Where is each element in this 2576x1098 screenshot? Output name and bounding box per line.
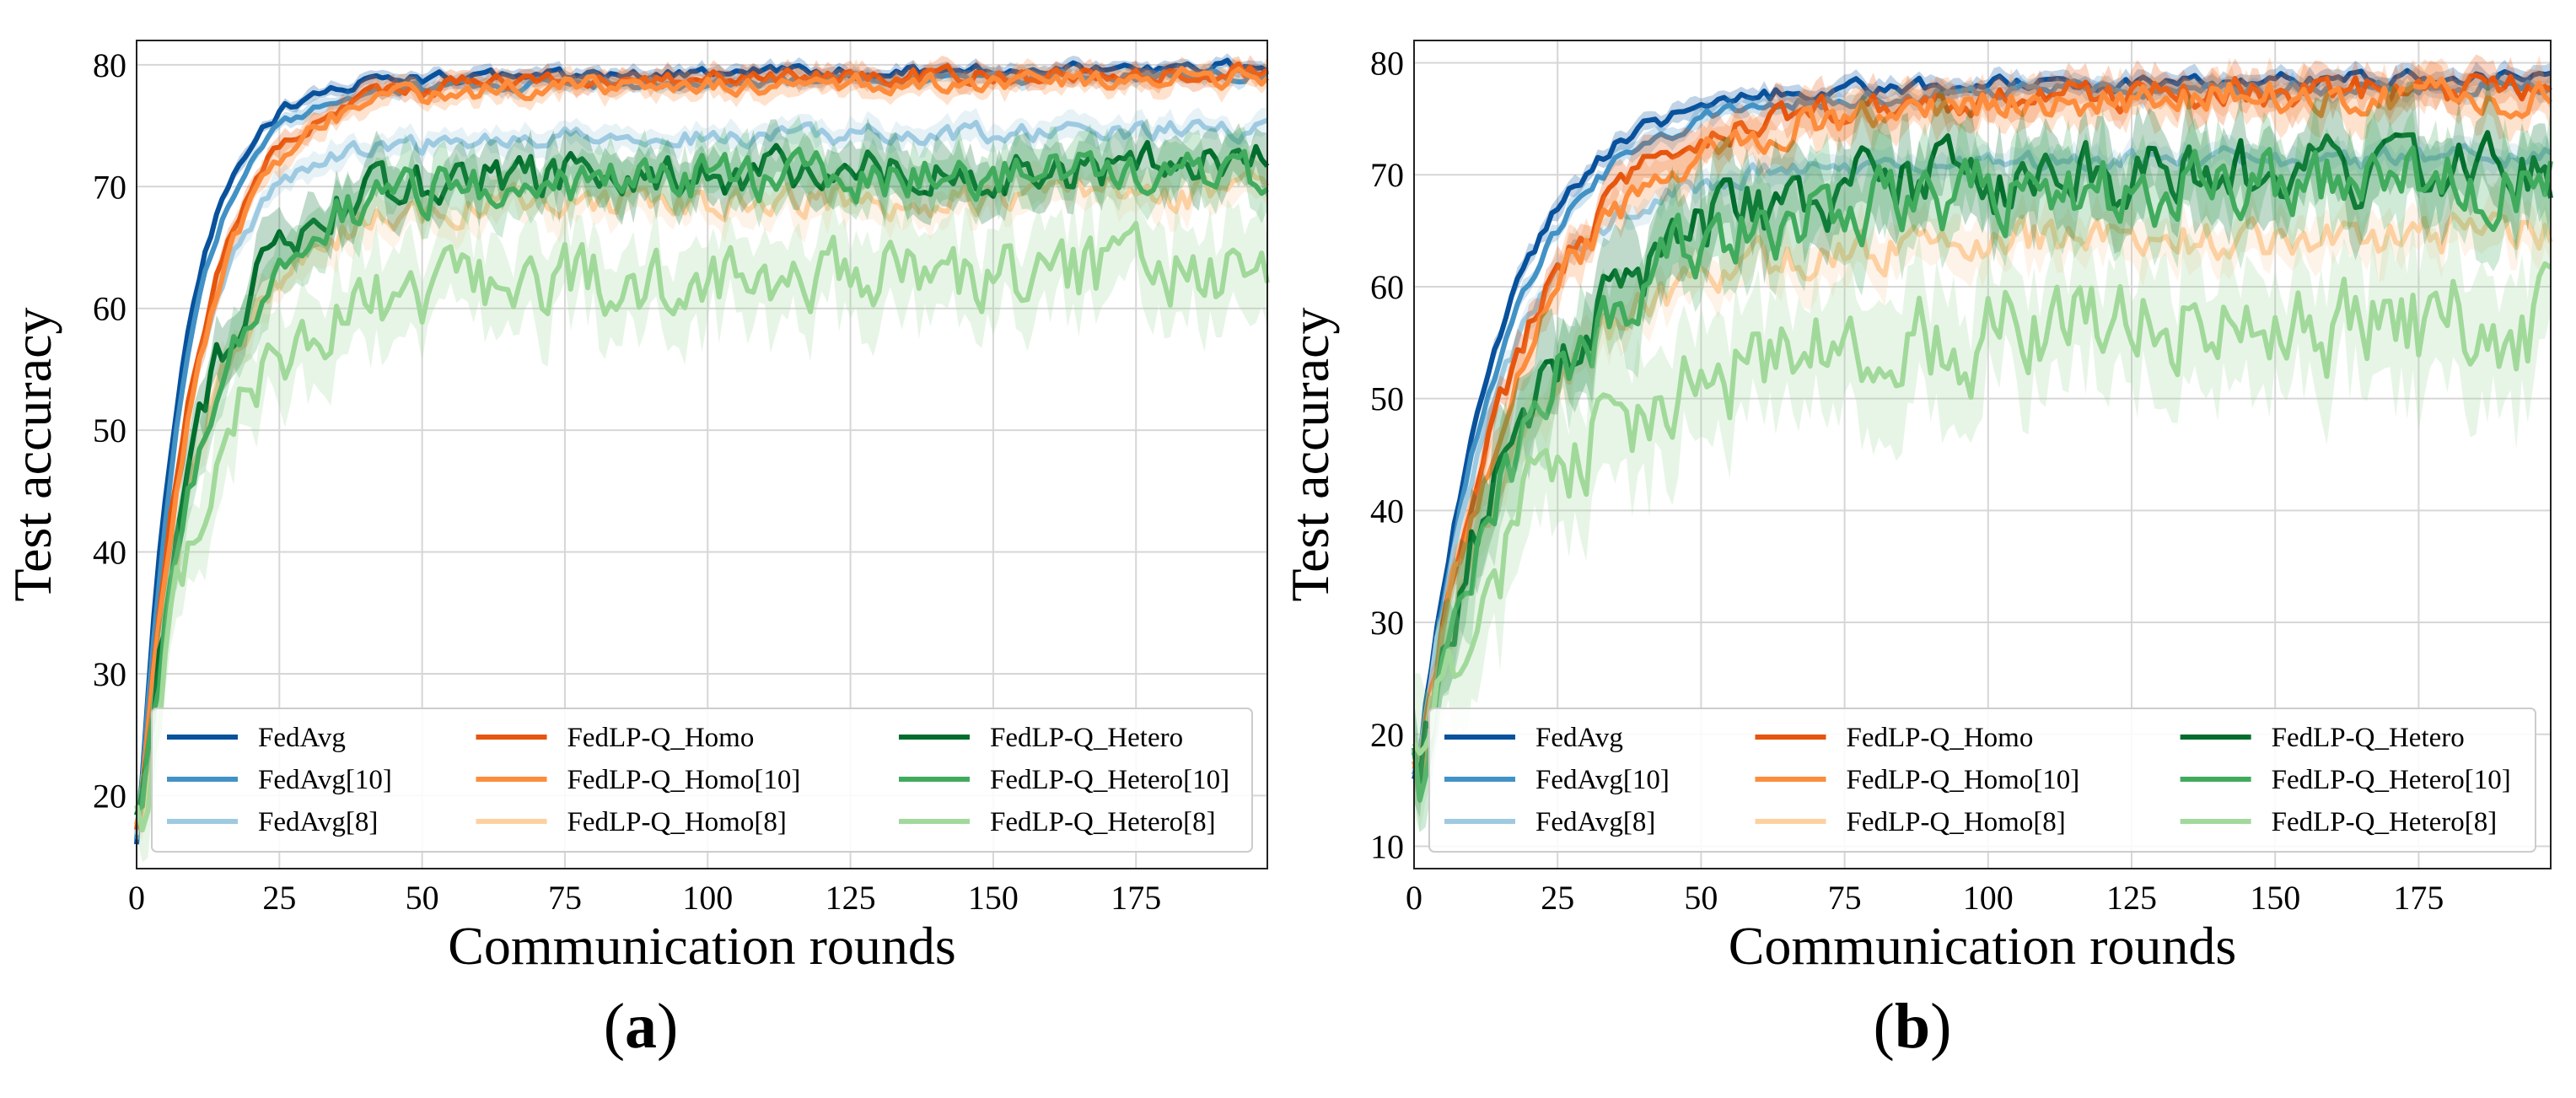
y-tick-label: 30 [1370, 604, 1404, 642]
plot-frame [1413, 40, 2552, 869]
legend-label: FedLP-Q_Homo[10] [1846, 765, 2079, 795]
legend: FedAvg FedAvg[10] FedAvg[8] FedLP-Q_Homo Fed… [1428, 708, 2536, 853]
series-line-2 [1412, 143, 2552, 772]
x-axis-label: Communication rounds [1729, 916, 2237, 976]
series-line-0 [1412, 67, 2552, 780]
x-tick-label: 25 [1541, 879, 1574, 917]
x-axis-label: Communication rounds [448, 916, 956, 976]
series-line-5 [1412, 211, 2553, 771]
legend-box [151, 708, 1253, 853]
x-tick-label: 150 [968, 879, 1019, 917]
y-axis-label: Test accuracy [1280, 307, 1340, 601]
y-tick-label: 10 [1370, 827, 1404, 865]
legend-label: FedLP-Q_Homo[8] [567, 807, 787, 837]
x-tick-label: 125 [826, 879, 876, 917]
chart-panel-b: 0 25 50 75 100 125 150 175 10 20 30 40 50 60 70 80 Commu… [1280, 40, 2553, 976]
legend-label: FedAvg[8] [1535, 807, 1655, 837]
panel-label-b: (b) [1874, 991, 1952, 1062]
y-tick-label: 70 [93, 168, 126, 206]
legend-label: FedLP-Q_Homo[8] [1846, 807, 2065, 837]
y-tick-label: 60 [93, 290, 126, 328]
legend-label: FedLP-Q_Hetero[8] [2272, 807, 2498, 837]
legend-label: FedLP-Q_Hetero [2272, 723, 2465, 753]
x-tick-label: 175 [1111, 879, 1161, 917]
y-tick-label: 50 [93, 412, 126, 449]
series-line-2 [134, 117, 1269, 835]
series-line-5 [136, 169, 1270, 824]
legend-label: FedLP-Q_Hetero[10] [2272, 765, 2511, 795]
x-tick-label: 75 [1828, 879, 1862, 917]
series-band-6 [1414, 77, 2551, 818]
legend-label: FedLP-Q_Hetero[10] [990, 765, 1229, 795]
legend-label: FedAvg [1535, 723, 1623, 753]
x-tick-label: 50 [406, 879, 439, 917]
x-tick-label: 175 [2393, 879, 2444, 917]
y-tick-label: 80 [93, 46, 126, 84]
plot-frame [136, 40, 1268, 869]
y-tick-label: 60 [1370, 268, 1404, 306]
legend: FedAvg FedAvg[10] FedAvg[8] FedLP-Q_Homo Fed… [151, 708, 1253, 853]
y-tick-label: 20 [1370, 716, 1404, 754]
y-axis-label: Test accuracy [3, 307, 62, 601]
x-tick-label: 0 [1406, 879, 1422, 917]
series-band-8 [137, 186, 1267, 863]
x-tick-label: 125 [2106, 879, 2157, 917]
x-tick-label: 75 [548, 879, 582, 917]
legend-label: FedLP-Q_Hetero[8] [990, 807, 1216, 837]
y-tick-label: 40 [93, 534, 126, 572]
y-tick-label: 20 [93, 777, 126, 815]
chart-panel-a: 0 25 50 75 100 125 150 175 20 30 40 50 60 70 80 Communi… [3, 40, 1270, 976]
y-tick-label: 80 [1370, 45, 1404, 83]
x-tick-label: 150 [2250, 879, 2300, 917]
legend-label: FedLP-Q_Homo [567, 723, 755, 753]
x-tick-label: 25 [262, 879, 296, 917]
series-band-5 [137, 149, 1267, 840]
x-tick-label: 100 [682, 879, 733, 917]
series-line-4 [1412, 75, 2553, 789]
series-line-7 [135, 146, 1269, 813]
series-line-8 [134, 220, 1270, 833]
legend-box [1428, 708, 2536, 853]
panel-label-a: (a) [604, 991, 679, 1062]
legend-label: FedLP-Q_Homo [1846, 723, 2033, 753]
series-band-7 [1414, 96, 2551, 832]
legend-label: FedAvg [258, 723, 346, 753]
y-tick-label: 40 [1370, 492, 1404, 530]
y-tick-label: 50 [1370, 380, 1404, 418]
legend-label: FedAvg[10] [1535, 765, 1670, 795]
series-line-8 [1412, 261, 2552, 756]
y-tick-label: 70 [1370, 156, 1404, 194]
y-tick-label: 30 [93, 655, 126, 693]
series-line-6 [1412, 130, 2553, 784]
x-tick-label: 0 [128, 879, 145, 917]
series-line-7 [1412, 145, 2553, 803]
x-tick-label: 100 [1963, 879, 2014, 917]
x-tick-label: 50 [1684, 879, 1718, 917]
legend-label: FedLP-Q_Homo[10] [567, 765, 801, 795]
legend-label: FedAvg[8] [258, 807, 378, 837]
series-line-4 [134, 66, 1270, 826]
legend-label: FedAvg[10] [258, 765, 392, 795]
legend-label: FedLP-Q_Hetero [990, 723, 1183, 753]
series-line-0 [134, 57, 1269, 845]
